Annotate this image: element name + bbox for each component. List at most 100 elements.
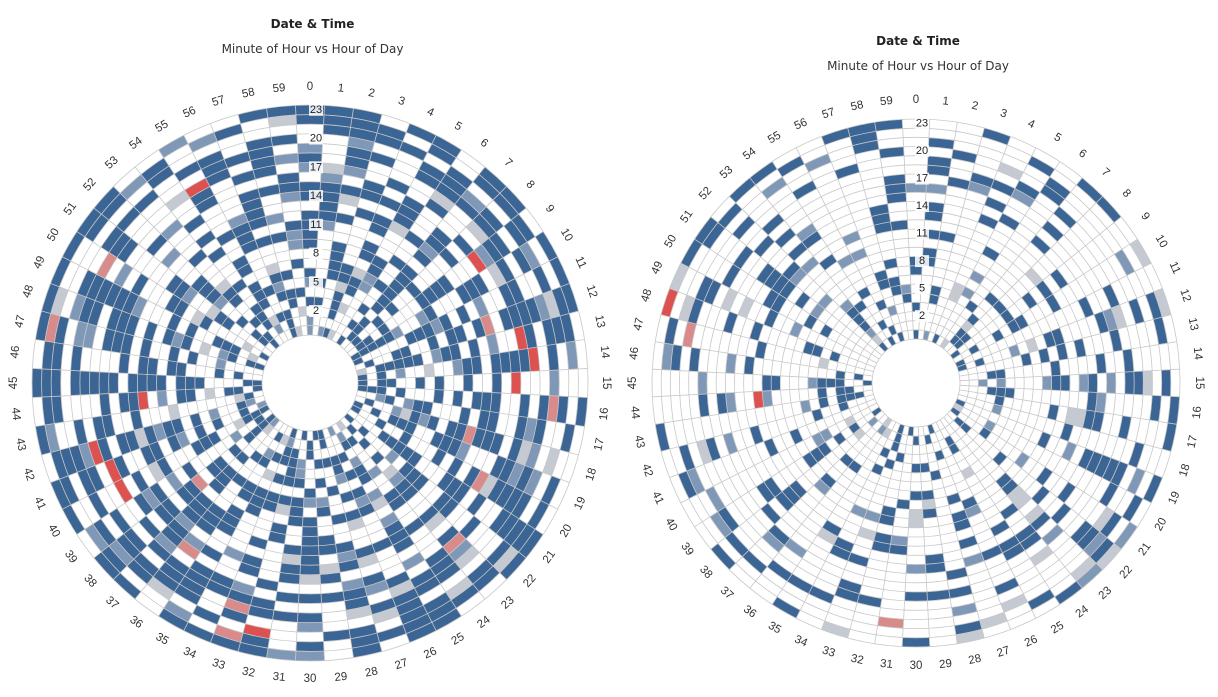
minute-tick-label: 44 (628, 406, 641, 421)
heat-cell (767, 559, 793, 582)
heat-cell (660, 288, 679, 318)
heat-cell (702, 222, 726, 250)
grid-spoke (266, 108, 303, 336)
heat-cell (221, 511, 241, 529)
minute-tick-label: 55 (153, 118, 170, 135)
heat-cell (993, 395, 1005, 407)
heat-cell (312, 430, 320, 441)
heat-cell (70, 370, 81, 396)
heat-cell (444, 476, 463, 498)
heat-cell (489, 353, 502, 374)
heat-cell (1012, 491, 1032, 510)
heat-cell (779, 280, 797, 300)
hour-label-bg (309, 103, 323, 116)
heat-cell (186, 350, 199, 365)
minute-tick-label: 18 (584, 467, 599, 483)
heat-cell (248, 216, 268, 231)
heat-cell (395, 367, 406, 379)
minute-tick-label: 8 (523, 179, 536, 192)
grid-spoke (935, 422, 1037, 619)
heat-cell (401, 551, 425, 571)
heat-cell (722, 311, 738, 334)
heat-cell (329, 250, 345, 263)
heat-cell (336, 334, 347, 346)
heat-cell (215, 471, 232, 488)
hour-tick-label: 17 (310, 161, 322, 173)
heat-cell (491, 372, 502, 394)
heat-cell (358, 437, 372, 451)
heat-cell (981, 245, 1000, 262)
hour-label-bg (915, 255, 929, 268)
heat-cell (265, 212, 285, 226)
heat-cell (358, 346, 370, 357)
heat-cell (1077, 448, 1095, 470)
heat-cell (179, 575, 206, 597)
grid-spoke (76, 231, 270, 358)
heat-cell (467, 338, 481, 358)
heat-cell (299, 181, 321, 192)
heat-cell (524, 442, 542, 469)
heat-cell (996, 378, 1006, 388)
heat-cell (392, 588, 419, 607)
heat-cell (951, 149, 978, 164)
heat-cell (1000, 309, 1015, 325)
heat-cell (164, 294, 182, 314)
grid-spoke (927, 127, 985, 341)
heat-cell (261, 318, 274, 331)
heat-cell (926, 165, 951, 177)
grid-spoke (847, 127, 905, 341)
heat-cell (817, 387, 828, 399)
grid-spoke (669, 398, 876, 478)
heat-cell (306, 325, 314, 336)
heat-cell (721, 264, 741, 289)
heat-cell (429, 280, 447, 300)
heat-cell (118, 392, 131, 413)
heat-cell (1038, 347, 1050, 364)
heat-cell (245, 397, 257, 408)
heat-cell (283, 543, 302, 556)
heat-cell (777, 155, 805, 177)
heat-cell (829, 350, 841, 363)
heat-cell (977, 213, 999, 230)
heat-cell (819, 324, 833, 339)
heat-cell (981, 544, 1003, 562)
heat-cell (147, 538, 172, 562)
heat-cell (1002, 542, 1025, 562)
heat-cell (1124, 371, 1135, 395)
heat-cell (411, 353, 424, 367)
heat-cell (753, 235, 775, 258)
grid-spoke (949, 216, 1122, 356)
heat-cell (187, 248, 208, 268)
grid-spoke (729, 413, 886, 570)
grid-spoke (943, 416, 1083, 589)
heat-cell (742, 550, 768, 574)
heat-cell (661, 343, 674, 371)
heat-cell (156, 390, 168, 407)
heat-cell (233, 370, 244, 380)
heat-cell (835, 386, 846, 396)
heat-cell (147, 461, 166, 483)
heat-cell (221, 464, 238, 480)
heat-cell (470, 470, 490, 493)
heat-cell (402, 613, 432, 634)
heat-cell (446, 457, 464, 477)
heat-cell (245, 358, 257, 369)
heat-cell (370, 254, 389, 271)
heat-cell (269, 338, 280, 350)
heat-cell (729, 177, 756, 203)
heat-cell (435, 181, 461, 205)
heat-cell (401, 195, 425, 215)
grid-ring (862, 329, 970, 437)
heat-cell (361, 239, 380, 255)
heat-cell (190, 473, 209, 492)
heat-cell (768, 524, 791, 546)
heat-cell (133, 552, 160, 577)
heat-cell (314, 296, 324, 308)
heat-cell (331, 512, 348, 526)
heat-cell (348, 623, 377, 639)
heat-cell (833, 536, 855, 553)
heat-cell (424, 198, 449, 220)
heat-cell (115, 310, 131, 334)
heat-cell (165, 471, 184, 492)
heat-cell (148, 441, 165, 462)
